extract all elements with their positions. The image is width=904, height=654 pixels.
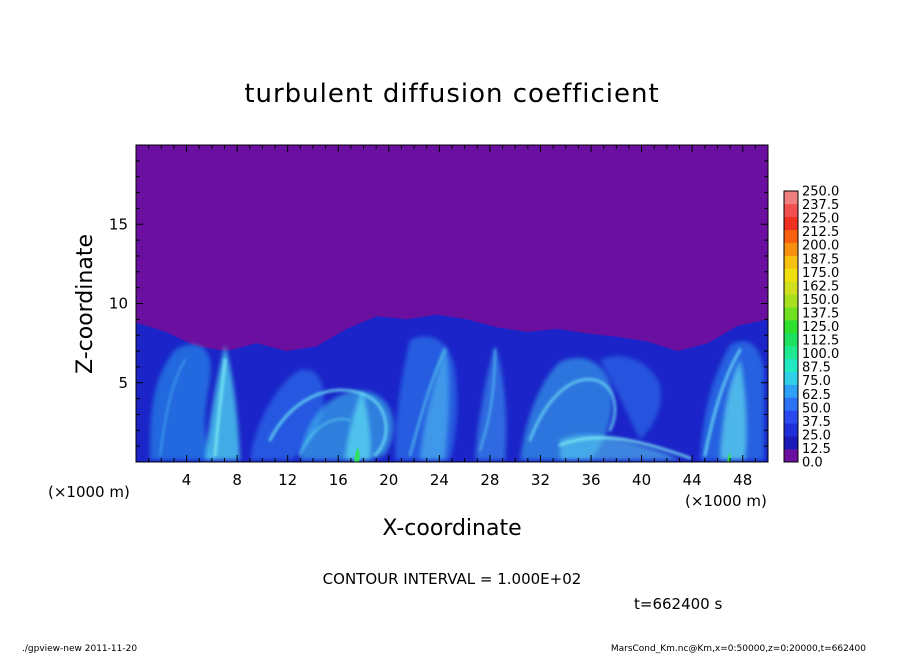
colorbar-swatch: [784, 397, 798, 411]
colorbar: 0.012.525.037.550.062.575.087.5100.0112.…: [783, 185, 839, 471]
colorbar-label: 125.0: [802, 320, 839, 335]
colorbar-label: 100.0: [802, 347, 839, 362]
x-tick-label: 48: [733, 471, 752, 489]
x-tick-label: 40: [632, 471, 651, 489]
chart-title: turbulent diffusion coefficient: [244, 79, 659, 109]
colorbar-label: 12.5: [802, 442, 831, 457]
colorbar-swatch: [784, 384, 798, 398]
x-tick-label: 36: [581, 471, 600, 489]
x-unit-left: (×1000 m): [48, 483, 130, 501]
colorbar-swatch: [784, 255, 798, 269]
colorbar-label: 237.5: [802, 198, 839, 213]
colorbar-label: 212.5: [802, 225, 839, 240]
colorbar-swatch: [784, 268, 798, 282]
colorbar-label: 62.5: [802, 388, 831, 403]
colorbar-label: 25.0: [802, 428, 831, 443]
colorbar-swatch: [784, 191, 798, 205]
colorbar-swatch: [784, 436, 798, 450]
colorbar-frame: [783, 190, 799, 463]
colorbar-label: 0.0: [802, 456, 823, 471]
footer-right: MarsCond_Km.nc@Km,x=0:50000,z=0:20000,t=…: [611, 644, 866, 654]
colorbar-swatch: [784, 242, 798, 256]
colorbar-swatch: [784, 371, 798, 385]
time-label: t=662400 s: [634, 595, 722, 613]
colorbar-label: 175.0: [802, 266, 839, 281]
colorbar-swatch: [784, 358, 798, 372]
contour-interval: CONTOUR INTERVAL = 1.000E+02: [323, 570, 582, 588]
colorbar-label: 200.0: [802, 239, 839, 254]
colorbar-label: 137.5: [802, 306, 839, 321]
y-tick-label: 10: [109, 295, 128, 313]
plot-area: [136, 145, 768, 462]
x-tick-label: 32: [531, 471, 550, 489]
colorbar-label: 75.0: [802, 374, 831, 389]
colorbar-label: 250.0: [802, 185, 839, 200]
colorbar-swatch: [784, 410, 798, 424]
colorbar-label: 37.5: [802, 415, 831, 430]
y-axis-title: Z-coordinate: [73, 234, 98, 374]
x-tick-label: 16: [329, 471, 348, 489]
colorbar-label: 50.0: [802, 401, 831, 416]
colorbar-label: 162.5: [802, 279, 839, 294]
colorbar-swatch: [784, 216, 798, 231]
colorbar-swatch: [784, 294, 798, 308]
x-tick-label: 28: [480, 471, 499, 489]
colorbar-label: 187.5: [802, 252, 839, 267]
colorbar-label: 150.0: [802, 293, 839, 308]
y-axis-ticks: 5 10 15: [109, 160, 768, 447]
x-tick-label: 4: [182, 471, 192, 489]
footer-left: ./gpview-new 2011-11-20: [22, 644, 137, 654]
x-axis-title: X-coordinate: [382, 516, 521, 541]
colorbar-label: 87.5: [802, 361, 831, 376]
colorbar-swatch: [784, 423, 798, 437]
colorbar-swatch: [784, 281, 798, 295]
colorbar-label: 225.0: [802, 212, 839, 227]
x-tick-label: 8: [232, 471, 242, 489]
colorbar-label: 112.5: [802, 334, 839, 349]
turbulence-plumes: [150, 336, 764, 460]
colorbar-swatch: [784, 320, 798, 334]
colorbar-swatch: [784, 332, 798, 347]
x-tick-label: 44: [683, 471, 702, 489]
colorbar-swatch: [784, 203, 798, 218]
y-tick-label: 15: [109, 215, 128, 233]
x-unit-right: (×1000 m): [685, 492, 767, 510]
colorbar-swatch: [784, 307, 798, 321]
colorbar-swatch: [784, 229, 798, 243]
x-tick-label: 20: [379, 471, 398, 489]
colorbar-swatch: [784, 345, 798, 360]
turbulence-filaments: [159, 348, 742, 460]
x-axis-ticks: 4 8 12 16 20 24 28 32 36 40 44 48: [148, 145, 756, 489]
x-tick-label: 24: [430, 471, 449, 489]
colorbar-swatch: [784, 449, 798, 463]
x-tick-label: 12: [278, 471, 297, 489]
y-tick-label: 5: [118, 374, 128, 392]
